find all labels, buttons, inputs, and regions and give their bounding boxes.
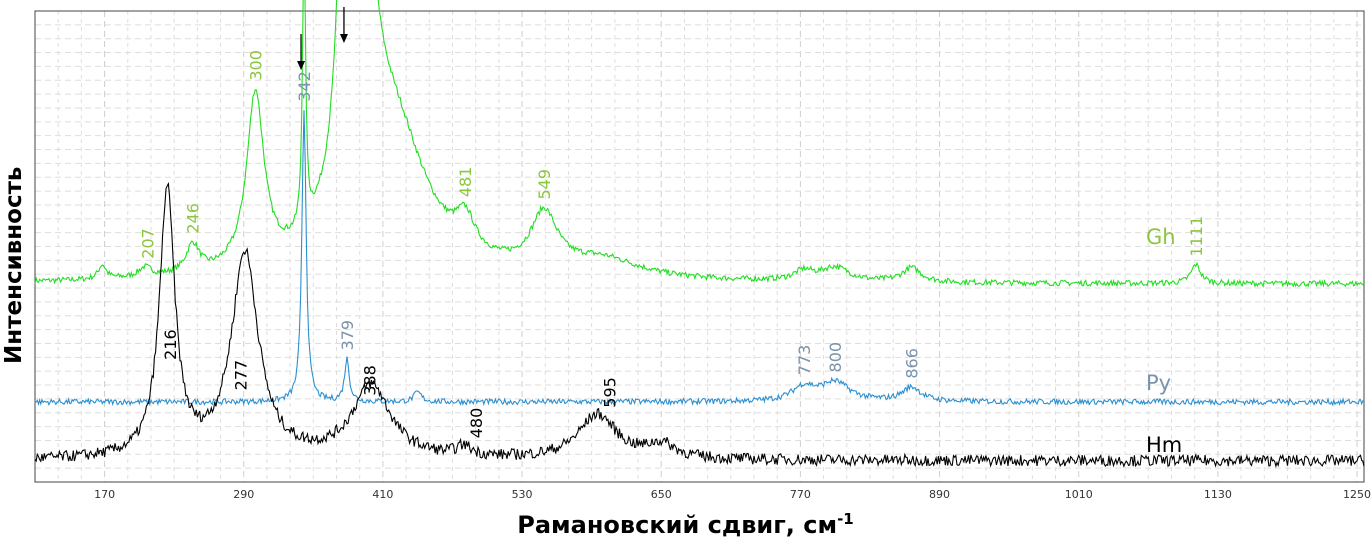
x-tick-label: 890 — [929, 488, 950, 501]
peak-label-gh: 1111 — [1187, 216, 1206, 257]
peak-label-py: 800 — [826, 342, 845, 373]
peak-label-hm: 480 — [467, 408, 486, 439]
peak-label-py: 379 — [338, 320, 357, 351]
series-name-gh: Gh — [1146, 225, 1176, 249]
x-tick-label: 410 — [372, 488, 393, 501]
peak-label-gh: 246 — [184, 203, 203, 234]
x-tick-label: 1010 — [1065, 488, 1093, 501]
series-line-hm — [34, 181, 1365, 469]
arrow-head — [339, 34, 348, 43]
peak-label-gh: 481 — [456, 167, 475, 198]
series-name-hm: Hm — [1146, 433, 1182, 457]
peak-label-py: 866 — [903, 348, 922, 379]
series-line-py — [34, 110, 1365, 407]
series-line-gh — [34, 0, 1365, 288]
x-tick-label: 290 — [233, 488, 254, 501]
series-name-py: Py — [1146, 371, 1171, 395]
plot-frame — [34, 10, 1365, 483]
x-axis-label-sup: -1 — [837, 510, 854, 528]
y-axis-label: Интенсивность — [1, 166, 27, 364]
peak-label-hm: 388 — [360, 365, 379, 396]
peak-label-gh: 207 — [138, 228, 157, 259]
x-axis-label: Рамановский сдвиг, см-1 — [0, 510, 1371, 539]
x-tick-label: 170 — [94, 488, 115, 501]
peak-label-hm: 595 — [600, 377, 619, 408]
peak-label-gh: 549 — [535, 169, 554, 200]
arrow-head — [297, 61, 306, 70]
x-tick-label: 650 — [651, 488, 672, 501]
x-tick-label: 530 — [512, 488, 533, 501]
peak-label-py: 773 — [795, 345, 814, 376]
x-axis-label-main: Рамановский сдвиг, см — [517, 511, 838, 539]
peak-label-gh: 300 — [246, 50, 265, 81]
peak-label-hm: 277 — [232, 360, 251, 391]
peak-label-hm: 216 — [161, 329, 180, 360]
x-tick-label: 770 — [790, 488, 811, 501]
x-tick-label: 1130 — [1204, 488, 1232, 501]
peak-label-py: 342 — [295, 71, 314, 102]
x-tick-label: 1250 — [1343, 488, 1371, 501]
